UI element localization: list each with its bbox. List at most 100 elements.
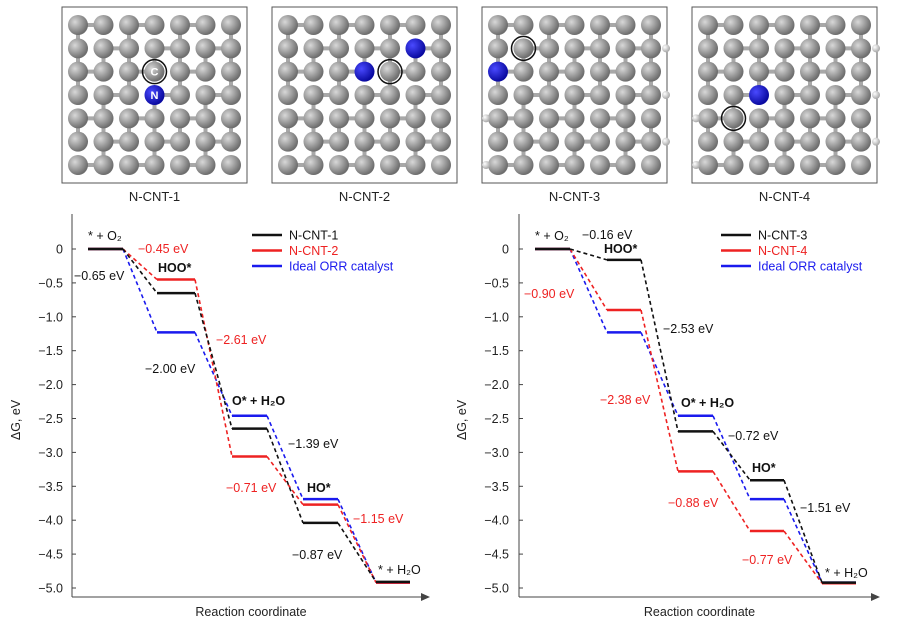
carbon-atom xyxy=(405,108,426,129)
energy-step-connector xyxy=(337,498,377,583)
state-label: * + H₂O xyxy=(378,563,421,577)
legend: N-CNT-3N-CNT-4 Ideal ORR catalyst xyxy=(721,229,863,274)
energy-step-connector xyxy=(266,428,304,524)
carbon-atom xyxy=(513,15,534,35)
carbon-atom xyxy=(825,131,846,152)
carbon-atom xyxy=(590,61,610,82)
carbon-atom xyxy=(221,15,241,35)
state-label: * + H₂O xyxy=(825,566,868,580)
energy-change-label: −0.87 eV xyxy=(292,548,343,562)
carbon-atom xyxy=(354,131,375,152)
structure-panel: CN N-CNT-1 xyxy=(61,6,248,204)
carbon-atom xyxy=(851,155,871,175)
active-site-marker xyxy=(720,105,747,132)
carbon-atom xyxy=(380,85,400,105)
carbon-atom xyxy=(329,15,349,35)
carbon-atom xyxy=(641,15,661,35)
energy-diagram: 0 −0.5 −1.0 −1.5 −2.0 −2.5 −3.0 −3.5 −4.0 −4.5 −5.… xyxy=(9,214,430,619)
carbon-atom xyxy=(93,85,114,105)
energy-change-label: −0.77 eV xyxy=(742,553,793,567)
carbon-atom xyxy=(539,38,559,59)
energy-step-connector xyxy=(337,504,377,583)
carbon-atom xyxy=(723,61,744,82)
carbon-atom xyxy=(303,155,324,175)
carbon-atom xyxy=(615,85,636,105)
carbon-atom xyxy=(431,155,451,175)
carbon-atom xyxy=(488,108,508,129)
carbon-atom xyxy=(329,61,349,82)
carbon-atom xyxy=(800,85,820,105)
carbon-atom xyxy=(329,85,349,105)
energy-step-connector xyxy=(337,522,377,583)
energy-change-label: −0.90 eV xyxy=(524,287,575,301)
y-tick-label: −2.5 xyxy=(38,412,63,426)
y-tick-label: −4.5 xyxy=(484,548,509,562)
carbon-atom xyxy=(698,38,718,59)
carbon-atom xyxy=(641,85,661,105)
y-tick-label: −1.0 xyxy=(484,310,509,324)
structure-panels: CN N-CNT-1 N-CNT-2 N-CNT-3 N-CNT-4 xyxy=(61,6,880,204)
carbon-atom xyxy=(303,38,324,59)
carbon-atom xyxy=(119,108,139,129)
carbon-atom xyxy=(564,85,585,105)
atom-label-n: N xyxy=(151,90,159,102)
carbon-atom xyxy=(195,131,216,152)
carbon-atom xyxy=(144,108,165,129)
carbon-atom xyxy=(405,131,426,152)
carbon-atom xyxy=(221,155,241,175)
carbon-atom xyxy=(221,85,241,105)
structure-panel: N-CNT-4 xyxy=(691,6,880,204)
carbon-atom xyxy=(590,85,610,105)
energy-change-label: −0.72 eV xyxy=(728,429,779,443)
active-site-marker xyxy=(377,58,403,85)
carbon-atom xyxy=(380,61,400,82)
carbon-atom xyxy=(278,38,298,59)
energy-step-connector xyxy=(569,248,608,311)
carbon-atom xyxy=(564,38,585,59)
carbon-atom xyxy=(800,131,820,152)
carbon-atom xyxy=(539,61,559,82)
carbon-atom xyxy=(68,38,88,59)
carbon-atom xyxy=(800,38,820,59)
carbon-atom xyxy=(144,131,165,152)
energy-step-connector xyxy=(122,248,158,294)
carbon-atom xyxy=(354,38,375,59)
energy-change-label: −2.61 eV xyxy=(216,333,267,347)
hydrogen-atom xyxy=(482,114,490,123)
hydrogen-atom xyxy=(482,161,490,169)
carbon-atom xyxy=(93,155,114,175)
carbon-atom xyxy=(93,15,114,35)
carbon-atom xyxy=(723,15,744,35)
carbon-atom xyxy=(329,155,349,175)
carbon-atom xyxy=(513,131,534,152)
carbon-atom xyxy=(774,15,795,35)
carbon-atom xyxy=(641,131,661,152)
y-tick-label: −4.0 xyxy=(38,514,63,528)
energy-step-connector xyxy=(122,248,158,333)
carbon-atom xyxy=(774,108,795,129)
nitrogen-atom xyxy=(749,85,769,105)
carbon-atom xyxy=(93,38,114,59)
carbon-atom xyxy=(431,85,451,105)
carbon-atom xyxy=(539,155,559,175)
energy-step-connector xyxy=(122,248,158,281)
carbon-atom xyxy=(380,108,400,129)
carbon-atom xyxy=(195,61,216,82)
carbon-atom xyxy=(513,85,534,105)
y-tick-label: −1.5 xyxy=(484,344,509,358)
energy-change-label: −1.39 eV xyxy=(288,437,339,451)
carbon-atom xyxy=(221,61,241,82)
carbon-atom xyxy=(749,108,769,129)
energy-step-connector xyxy=(783,498,823,583)
nitrogen-atom xyxy=(354,61,375,82)
carbon-atom xyxy=(851,38,871,59)
carbon-atom xyxy=(68,85,88,105)
energy-change-label: −1.51 eV xyxy=(800,501,851,515)
energy-step-connector xyxy=(266,455,304,506)
carbon-atom xyxy=(380,155,400,175)
carbon-atom xyxy=(698,131,718,152)
y-tick-label: −3.5 xyxy=(484,480,509,494)
carbon-atom xyxy=(698,108,718,129)
state-label: * + O₂ xyxy=(88,229,122,243)
carbon-atom xyxy=(564,155,585,175)
